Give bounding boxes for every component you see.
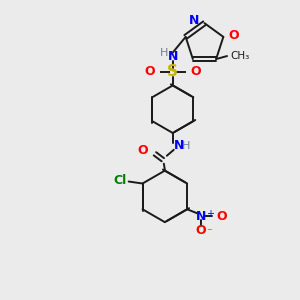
Text: H: H xyxy=(182,141,190,151)
Text: Cl: Cl xyxy=(113,174,127,187)
Text: S: S xyxy=(167,64,178,79)
Text: H: H xyxy=(159,48,168,58)
Text: O: O xyxy=(137,144,148,157)
Text: O: O xyxy=(190,65,201,78)
Text: CH₃: CH₃ xyxy=(230,51,249,61)
Text: N: N xyxy=(168,50,178,63)
Text: N: N xyxy=(189,14,200,27)
Text: N: N xyxy=(196,210,206,223)
Text: N: N xyxy=(174,140,184,152)
Text: O: O xyxy=(217,210,227,223)
Text: ⁻: ⁻ xyxy=(206,227,212,237)
Text: O: O xyxy=(144,65,155,78)
Text: O: O xyxy=(228,29,239,42)
Text: +: + xyxy=(206,209,214,219)
Text: O: O xyxy=(196,224,206,237)
